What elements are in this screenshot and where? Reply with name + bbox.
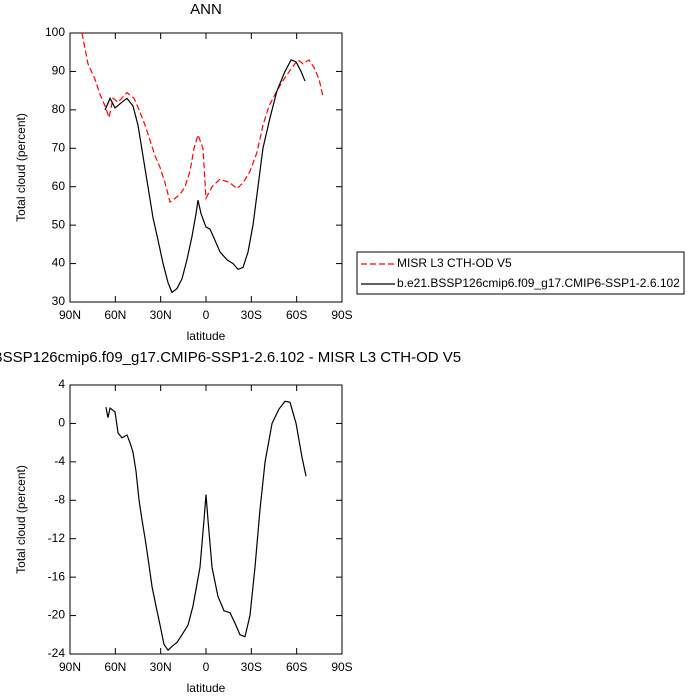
x-tick-label: 60S bbox=[286, 660, 307, 674]
data-line bbox=[81, 32, 324, 204]
y-tick-label: -8 bbox=[54, 492, 65, 506]
plot-frame bbox=[69, 384, 343, 655]
y-tick-label: 4 bbox=[58, 377, 65, 391]
legend-label: MISR L3 CTH-OD V5 bbox=[397, 256, 512, 270]
x-tick-label: 30N bbox=[150, 308, 172, 322]
x-axis-title: latitude bbox=[187, 681, 226, 695]
y-tick-label: 30 bbox=[52, 294, 66, 308]
data-line bbox=[104, 59, 306, 294]
data-line bbox=[105, 400, 307, 652]
x-tick-label: 90N bbox=[59, 308, 81, 322]
x-axis-title: latitude bbox=[187, 329, 226, 343]
y-tick-label: 80 bbox=[52, 102, 66, 116]
y-tick-label: -16 bbox=[48, 569, 66, 583]
y-tick-label: 0 bbox=[58, 416, 65, 430]
x-tick-label: 60N bbox=[104, 308, 126, 322]
chart-title: ANN bbox=[190, 1, 222, 18]
y-tick-label: 90 bbox=[52, 64, 66, 78]
y-tick-label: -24 bbox=[48, 646, 66, 660]
chart-title: b.e21.BSSP126cmip6.f09_g17.CMIP6-SSP1-2.… bbox=[0, 349, 461, 366]
y-tick-label: 40 bbox=[52, 256, 66, 270]
x-tick-label: 90N bbox=[59, 660, 81, 674]
y-tick-label: -12 bbox=[48, 531, 66, 545]
y-tick-label: -20 bbox=[48, 608, 66, 622]
y-tick-label: 50 bbox=[52, 217, 66, 231]
x-tick-label: 30S bbox=[241, 660, 262, 674]
y-tick-label: 60 bbox=[52, 179, 66, 193]
y-axis-title: Total cloud (percent) bbox=[14, 113, 28, 222]
x-tick-label: 30N bbox=[150, 660, 172, 674]
x-tick-label: 60S bbox=[286, 308, 307, 322]
y-tick-label: 70 bbox=[52, 140, 66, 154]
legend-box bbox=[356, 251, 685, 295]
x-tick-label: 90S bbox=[331, 660, 352, 674]
x-tick-label: 90S bbox=[331, 308, 352, 322]
y-axis-title: Total cloud (percent) bbox=[14, 465, 28, 574]
x-tick-label: 0 bbox=[203, 308, 210, 322]
x-tick-label: 0 bbox=[203, 660, 210, 674]
y-tick-label: -4 bbox=[54, 454, 65, 468]
legend-label: b.e21.BSSP126cmip6.f09_g17.CMIP6-SSP1-2.… bbox=[397, 276, 680, 290]
x-tick-label: 60N bbox=[104, 660, 126, 674]
x-tick-label: 30S bbox=[241, 308, 262, 322]
y-tick-label: 100 bbox=[45, 25, 65, 39]
